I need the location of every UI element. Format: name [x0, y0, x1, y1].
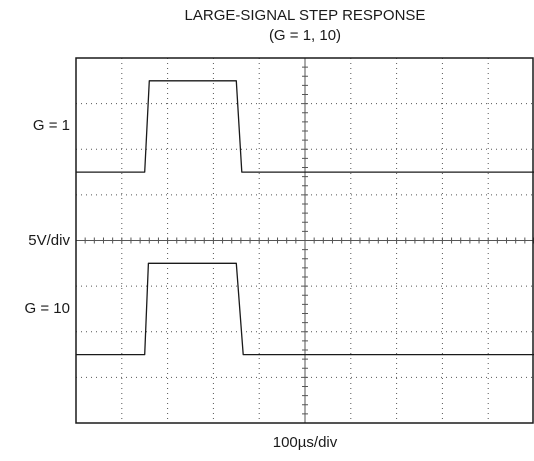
trace-label-g10: G = 10 — [24, 299, 70, 317]
chart-subtitle: (G = 1, 10) — [268, 27, 342, 44]
scope-frame — [75, 57, 534, 424]
y-axis-label: 5V/div — [28, 231, 70, 249]
chart-title: LARGE-SIGNAL STEP RESPONSE — [184, 7, 426, 24]
trace-g10 — [76, 262, 534, 356]
trace-g1 — [76, 80, 534, 173]
x-axis-label: 100µs/div — [272, 434, 338, 451]
trace-label-g1: G = 1 — [32, 117, 70, 135]
